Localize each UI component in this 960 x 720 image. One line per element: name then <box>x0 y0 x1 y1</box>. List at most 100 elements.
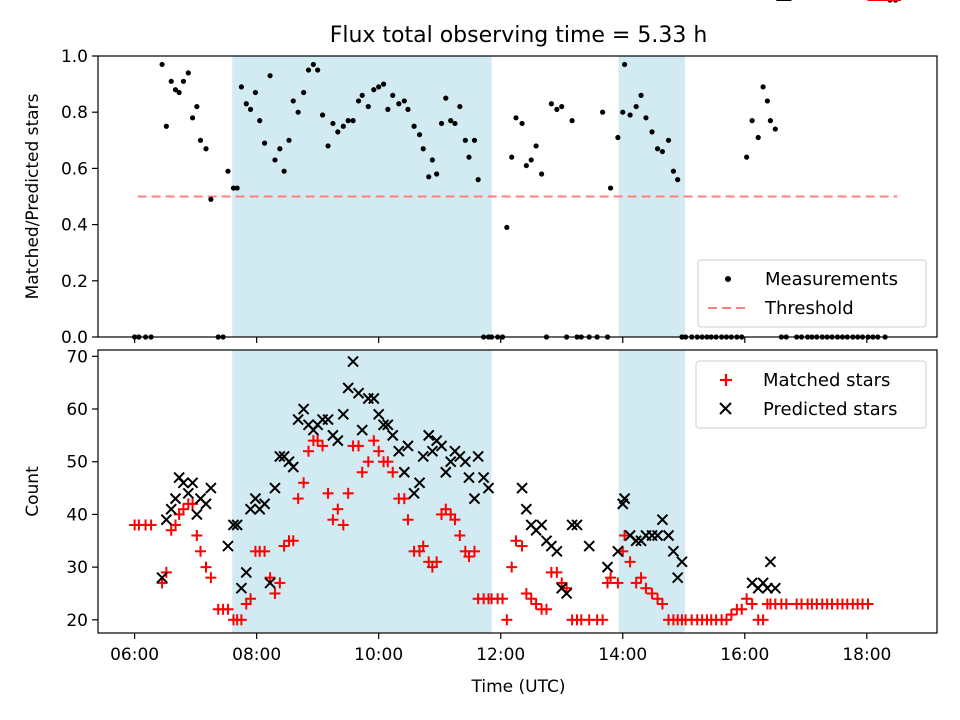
predicted-star-point <box>337 408 350 421</box>
measurement-point <box>670 168 677 174</box>
bottom-observing-windows <box>232 350 685 633</box>
matched-star-point <box>312 435 324 447</box>
measurement-point <box>365 103 371 110</box>
predicted-star-point <box>368 392 380 405</box>
matched-star-point <box>353 440 365 452</box>
measurement-point <box>238 84 244 90</box>
matched-star-point <box>362 456 374 468</box>
predicted-star-point <box>444 456 457 468</box>
predicted-star-point <box>240 566 252 579</box>
measurement-point <box>290 98 296 104</box>
measurement-point <box>607 185 614 191</box>
measurement-point <box>180 78 187 84</box>
matched-star-point <box>245 593 257 605</box>
matched-star-point <box>382 456 394 468</box>
measurement-point <box>452 120 458 127</box>
measurement-point <box>504 224 510 231</box>
measurement-point <box>443 95 449 101</box>
predicted-star-point <box>200 498 212 510</box>
matched-star-point <box>506 561 518 573</box>
predicted-star-point <box>482 482 495 494</box>
predicted-star-point <box>651 529 664 542</box>
matched-star-point <box>235 614 247 626</box>
predicted-star-point <box>292 413 304 426</box>
matched-star-point <box>177 503 189 515</box>
x-axis-label: Time (UTC) <box>471 677 566 697</box>
predicted-star-point <box>182 487 195 500</box>
measurement-point <box>548 101 554 107</box>
matched-star-point <box>156 577 168 589</box>
measurement-point <box>176 89 182 96</box>
predicted-star-point <box>560 587 573 600</box>
predicted-star-point <box>408 487 420 500</box>
measurement-point <box>234 185 240 191</box>
predicted-star-points <box>156 0 792 600</box>
predicted-star-point <box>322 413 334 426</box>
measurement-point <box>744 154 750 160</box>
predicted-star-point <box>264 577 276 589</box>
top-y-tick-label: 0.6 <box>61 159 88 179</box>
measurement-point <box>649 129 655 135</box>
predicted-star-point <box>274 450 286 463</box>
predicted-star-point <box>571 519 583 531</box>
measurement-point <box>305 67 312 73</box>
matched-star-point <box>463 551 475 563</box>
measurement-point <box>350 118 356 124</box>
measurement-point <box>523 162 529 169</box>
matched-star-point <box>556 577 568 589</box>
measurement-point <box>252 89 259 96</box>
predicted-star-point <box>231 519 243 531</box>
matched-star-point <box>417 540 429 552</box>
measurement-point <box>643 115 649 121</box>
legend-predicted-label: Predicted stars <box>763 399 897 420</box>
measurement-point <box>325 143 331 149</box>
measurement-point <box>194 103 200 110</box>
measurement-point <box>767 118 774 124</box>
matched-star-point <box>317 440 329 452</box>
predicted-star-point <box>671 571 684 584</box>
measurement-point <box>416 132 423 138</box>
predicted-star-point <box>191 508 203 521</box>
top-y-axis-label: Matched/Predicted stars <box>23 93 43 299</box>
predicted-star-point <box>535 519 548 531</box>
matched-star-point <box>195 545 207 557</box>
predicted-star-point <box>156 571 168 584</box>
matched-star-point <box>264 572 276 584</box>
matched-star-point <box>612 577 624 589</box>
measurement-point <box>272 157 278 163</box>
predicted-star-point <box>472 450 484 463</box>
predicted-star-point <box>477 471 490 484</box>
predicted-star-point <box>177 477 190 489</box>
matched-star-point <box>656 598 668 610</box>
predicted-star-point <box>459 456 472 468</box>
matched-star-point <box>454 530 466 542</box>
matched-star-point <box>298 477 310 489</box>
measurement-point <box>197 137 204 143</box>
measurement-point <box>448 118 454 124</box>
top-axes-frame <box>97 55 938 338</box>
top-y-tick-label: 0.8 <box>61 103 88 123</box>
matched-star-point <box>274 577 286 589</box>
predicted-star-point <box>630 535 642 547</box>
bottom-y-tick-label: 20 <box>66 611 88 631</box>
measurement-point <box>247 106 254 112</box>
measurement-point <box>159 61 165 68</box>
predicted-star-point <box>377 419 390 431</box>
measurement-point <box>261 140 268 146</box>
measurement-point <box>257 118 263 124</box>
legend-threshold-label: Threshold <box>764 298 854 319</box>
matched-star-point <box>646 587 658 599</box>
matched-star-point <box>303 445 315 457</box>
matched-star-point <box>497 593 509 605</box>
matched-star-point <box>640 582 652 594</box>
predicted-star-point <box>352 387 365 399</box>
matched-star-point <box>525 593 537 605</box>
ratio-panel: 0.0 0.2 0.4 0.6 0.8 1.0 Matched/Predicted sta… <box>23 0 938 348</box>
measurement-point <box>569 118 575 124</box>
legend-matched-marker <box>720 374 732 386</box>
bottom-legend: Matched stars Predicted stars <box>695 360 927 429</box>
measurement-point <box>371 87 377 93</box>
measurement-point <box>764 98 770 104</box>
predicted-star-point <box>468 492 481 505</box>
